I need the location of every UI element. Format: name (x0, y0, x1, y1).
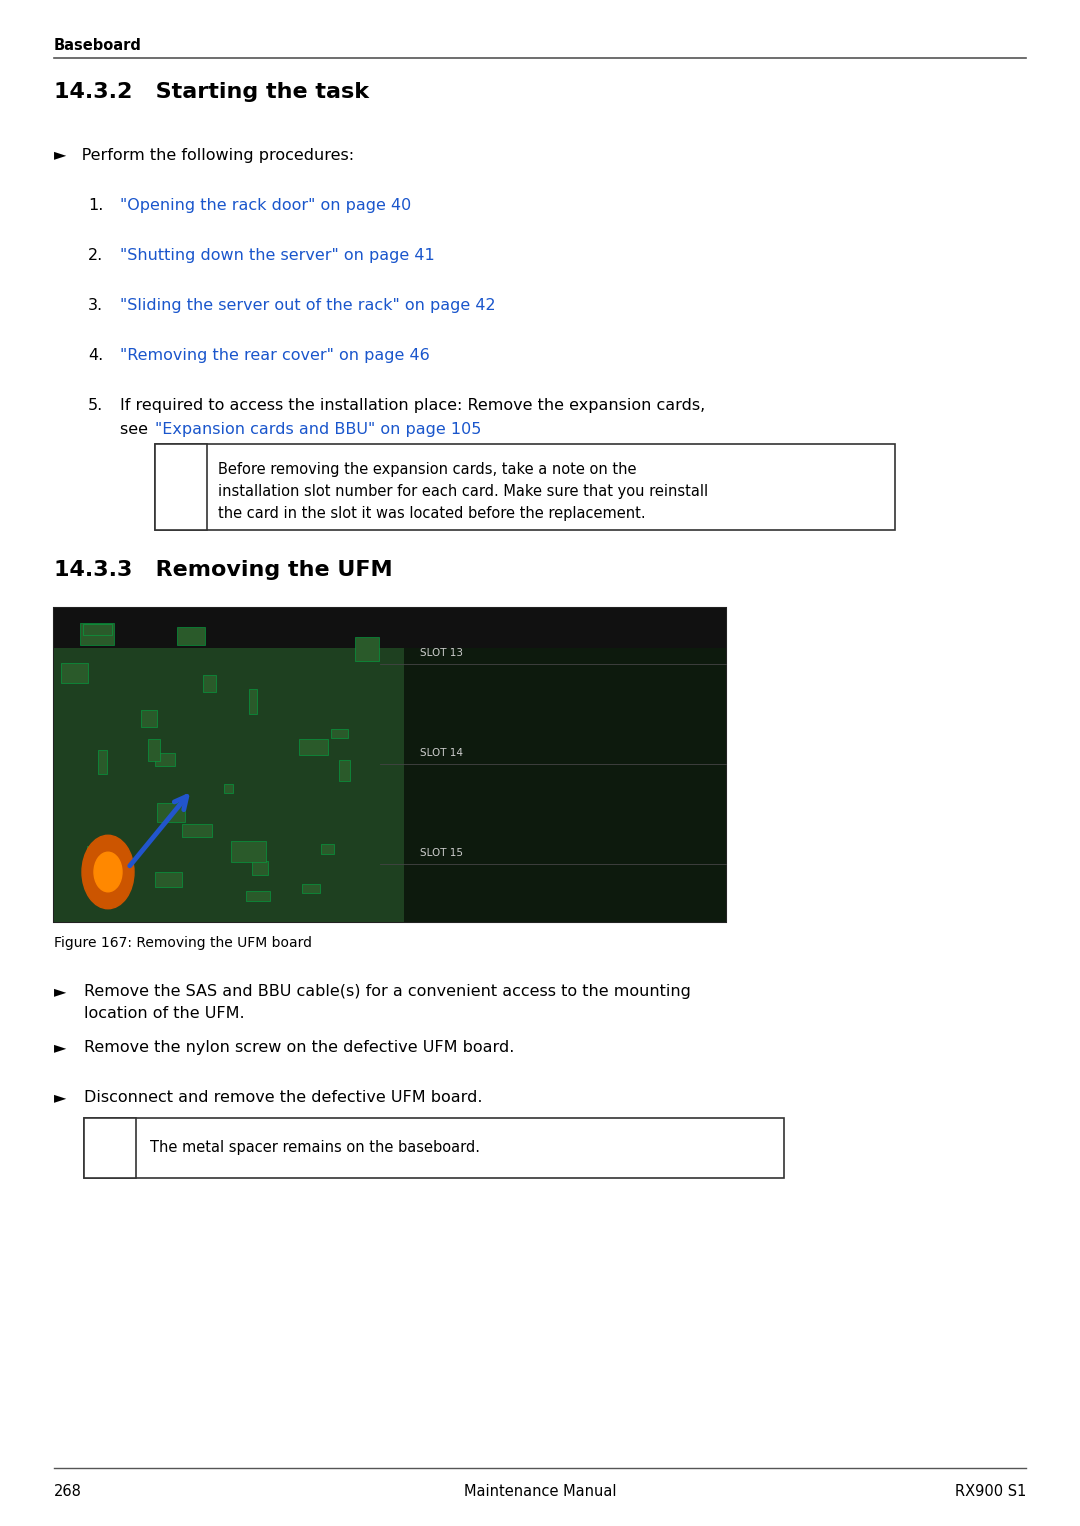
FancyBboxPatch shape (84, 1119, 136, 1178)
FancyBboxPatch shape (140, 710, 158, 726)
FancyBboxPatch shape (252, 861, 268, 874)
Text: "Shutting down the server" on page 41: "Shutting down the server" on page 41 (120, 249, 435, 262)
FancyBboxPatch shape (80, 624, 113, 645)
Circle shape (94, 852, 122, 891)
Text: If required to access the installation place: Remove the expansion cards,: If required to access the installation p… (120, 398, 705, 414)
FancyBboxPatch shape (54, 607, 726, 922)
Text: 5.: 5. (87, 398, 104, 414)
FancyBboxPatch shape (62, 662, 89, 684)
FancyBboxPatch shape (302, 884, 320, 893)
Text: see: see (120, 423, 153, 436)
FancyBboxPatch shape (203, 676, 216, 691)
Text: The metal spacer remains on the baseboard.: The metal spacer remains on the baseboar… (150, 1140, 480, 1155)
Text: ►: ► (54, 984, 66, 1000)
Text: "Expansion cards and BBU" on page 105: "Expansion cards and BBU" on page 105 (156, 423, 482, 436)
FancyBboxPatch shape (87, 845, 96, 859)
Text: 14.3.3   Removing the UFM: 14.3.3 Removing the UFM (54, 560, 393, 580)
Text: Baseboard: Baseboard (54, 38, 141, 53)
FancyBboxPatch shape (248, 688, 257, 714)
FancyBboxPatch shape (246, 891, 270, 902)
FancyBboxPatch shape (98, 751, 107, 774)
FancyBboxPatch shape (156, 754, 175, 766)
Text: i: i (177, 478, 185, 497)
FancyBboxPatch shape (108, 847, 118, 870)
Text: 1.: 1. (87, 198, 104, 214)
Text: 14.3.2   Starting the task: 14.3.2 Starting the task (54, 82, 369, 102)
Text: Remove the SAS and BBU cable(s) for a convenient access to the mounting: Remove the SAS and BBU cable(s) for a co… (84, 984, 691, 1000)
Text: "Removing the rear cover" on page 46: "Removing the rear cover" on page 46 (120, 348, 430, 363)
FancyBboxPatch shape (181, 824, 212, 838)
Text: Disconnect and remove the defective UFM board.: Disconnect and remove the defective UFM … (84, 1090, 483, 1105)
FancyBboxPatch shape (321, 844, 334, 855)
Text: ►: ► (54, 1090, 66, 1105)
Text: i: i (107, 1138, 113, 1158)
Text: Maintenance Manual: Maintenance Manual (463, 1483, 617, 1499)
FancyBboxPatch shape (156, 444, 207, 530)
FancyBboxPatch shape (156, 871, 181, 887)
Text: 3.: 3. (87, 298, 103, 313)
FancyBboxPatch shape (156, 444, 895, 530)
Text: location of the UFM.: location of the UFM. (84, 1006, 245, 1021)
Text: Figure 167: Removing the UFM board: Figure 167: Removing the UFM board (54, 935, 312, 951)
FancyBboxPatch shape (404, 607, 726, 922)
FancyBboxPatch shape (224, 784, 232, 794)
FancyBboxPatch shape (54, 607, 404, 922)
Circle shape (82, 835, 134, 909)
FancyBboxPatch shape (299, 739, 327, 755)
Text: SLOT 13: SLOT 13 (420, 649, 463, 658)
Text: ►: ► (54, 1041, 66, 1054)
Text: the card in the slot it was located before the replacement.: the card in the slot it was located befo… (218, 507, 646, 520)
FancyBboxPatch shape (158, 803, 185, 823)
FancyBboxPatch shape (83, 624, 111, 635)
Text: Remove the nylon screw on the defective UFM board.: Remove the nylon screw on the defective … (84, 1041, 514, 1054)
FancyBboxPatch shape (84, 1119, 784, 1178)
FancyBboxPatch shape (54, 607, 726, 647)
Text: SLOT 14: SLOT 14 (420, 748, 463, 758)
Text: "Opening the rack door" on page 40: "Opening the rack door" on page 40 (120, 198, 411, 214)
Text: 4.: 4. (87, 348, 104, 363)
Text: 268: 268 (54, 1483, 82, 1499)
FancyBboxPatch shape (231, 841, 266, 862)
Text: Before removing the expansion cards, take a note on the: Before removing the expansion cards, tak… (218, 462, 636, 478)
FancyBboxPatch shape (330, 729, 348, 737)
Text: installation slot number for each card. Make sure that you reinstall: installation slot number for each card. … (218, 484, 708, 499)
FancyBboxPatch shape (355, 636, 379, 661)
FancyBboxPatch shape (177, 627, 205, 645)
Text: ►   Perform the following procedures:: ► Perform the following procedures: (54, 148, 354, 163)
FancyBboxPatch shape (338, 760, 350, 780)
FancyBboxPatch shape (148, 739, 160, 760)
Text: "Sliding the server out of the rack" on page 42: "Sliding the server out of the rack" on … (120, 298, 496, 313)
Text: RX900 S1: RX900 S1 (955, 1483, 1026, 1499)
Text: SLOT 15: SLOT 15 (420, 848, 463, 858)
Text: 2.: 2. (87, 249, 104, 262)
